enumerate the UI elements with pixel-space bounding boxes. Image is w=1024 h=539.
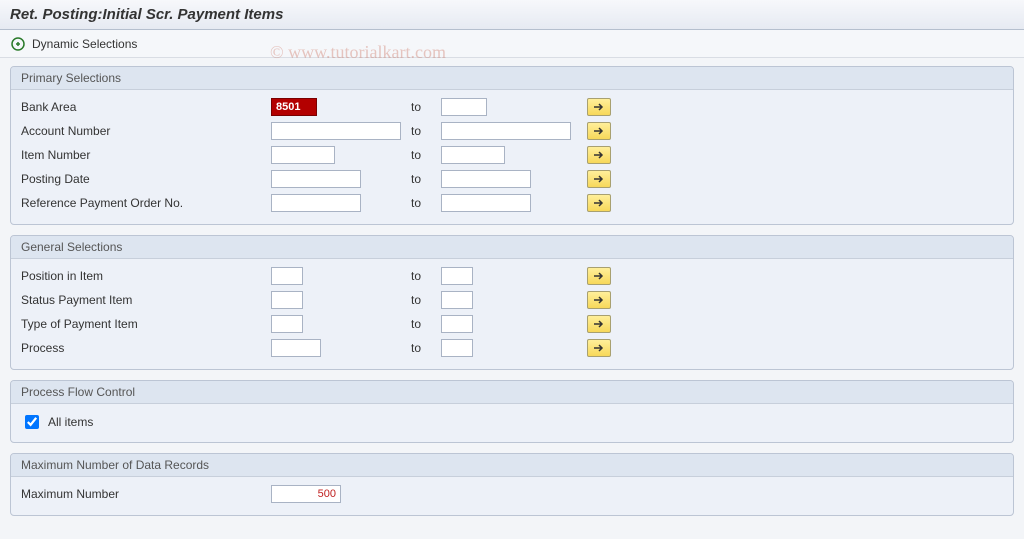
label-ref-po-no: Reference Payment Order No. xyxy=(21,196,271,210)
bank-area-from-input[interactable] xyxy=(271,98,317,116)
posting-date-to-input[interactable] xyxy=(441,170,531,188)
ref-po-no-multi-button[interactable] xyxy=(587,194,611,212)
process-from-input[interactable] xyxy=(271,339,321,357)
group-title-max: Maximum Number of Data Records xyxy=(11,454,1013,477)
label-all-items: All items xyxy=(48,415,93,429)
type-from-input[interactable] xyxy=(271,315,303,333)
to-label: to xyxy=(411,269,441,283)
account-number-from-input[interactable] xyxy=(271,122,401,140)
group-general-selections: General Selections Position in Item to S… xyxy=(10,235,1014,370)
item-number-to-input[interactable] xyxy=(441,146,505,164)
to-label: to xyxy=(411,100,441,114)
row-ref-po-no: Reference Payment Order No. to xyxy=(21,192,1003,214)
toolbar: Dynamic Selections xyxy=(0,30,1024,58)
to-label: to xyxy=(411,172,441,186)
max-number-input[interactable] xyxy=(271,485,341,503)
label-type: Type of Payment Item xyxy=(21,317,271,331)
ref-po-no-to-input[interactable] xyxy=(441,194,531,212)
label-process: Process xyxy=(21,341,271,355)
group-title-general: General Selections xyxy=(11,236,1013,259)
row-status: Status Payment Item to xyxy=(21,289,1003,311)
to-label: to xyxy=(411,317,441,331)
row-all-items: All items xyxy=(21,410,1003,434)
group-title-primary: Primary Selections xyxy=(11,67,1013,90)
position-from-input[interactable] xyxy=(271,267,303,285)
dynamic-selections-icon[interactable] xyxy=(10,36,26,52)
position-to-input[interactable] xyxy=(441,267,473,285)
status-from-input[interactable] xyxy=(271,291,303,309)
ref-po-no-from-input[interactable] xyxy=(271,194,361,212)
to-label: to xyxy=(411,148,441,162)
label-posting-date: Posting Date xyxy=(21,172,271,186)
status-multi-button[interactable] xyxy=(587,291,611,309)
label-status: Status Payment Item xyxy=(21,293,271,307)
process-to-input[interactable] xyxy=(441,339,473,357)
row-max-number: Maximum Number xyxy=(21,483,1003,505)
row-bank-area: Bank Area to xyxy=(21,96,1003,118)
type-to-input[interactable] xyxy=(441,315,473,333)
group-primary-selections: Primary Selections Bank Area to Account … xyxy=(10,66,1014,225)
row-item-number: Item Number to xyxy=(21,144,1003,166)
group-process-flow: Process Flow Control All items xyxy=(10,380,1014,443)
dynamic-selections-button[interactable]: Dynamic Selections xyxy=(32,37,137,51)
row-account-number: Account Number to xyxy=(21,120,1003,142)
to-label: to xyxy=(411,341,441,355)
to-label: to xyxy=(411,124,441,138)
to-label: to xyxy=(411,293,441,307)
item-number-from-input[interactable] xyxy=(271,146,335,164)
label-max-number: Maximum Number xyxy=(21,487,271,501)
label-item-number: Item Number xyxy=(21,148,271,162)
item-number-multi-button[interactable] xyxy=(587,146,611,164)
main-area: Primary Selections Bank Area to Account … xyxy=(0,58,1024,539)
bank-area-to-input[interactable] xyxy=(441,98,487,116)
label-position: Position in Item xyxy=(21,269,271,283)
to-label: to xyxy=(411,196,441,210)
bank-area-multi-button[interactable] xyxy=(587,98,611,116)
label-account-number: Account Number xyxy=(21,124,271,138)
posting-date-from-input[interactable] xyxy=(271,170,361,188)
label-bank-area: Bank Area xyxy=(21,100,271,114)
position-multi-button[interactable] xyxy=(587,267,611,285)
all-items-checkbox[interactable] xyxy=(25,415,39,429)
group-max-records: Maximum Number of Data Records Maximum N… xyxy=(10,453,1014,516)
page-title: Ret. Posting:Initial Scr. Payment Items xyxy=(0,0,1024,30)
row-posting-date: Posting Date to xyxy=(21,168,1003,190)
account-number-multi-button[interactable] xyxy=(587,122,611,140)
row-process: Process to xyxy=(21,337,1003,359)
account-number-to-input[interactable] xyxy=(441,122,571,140)
type-multi-button[interactable] xyxy=(587,315,611,333)
status-to-input[interactable] xyxy=(441,291,473,309)
row-type: Type of Payment Item to xyxy=(21,313,1003,335)
process-multi-button[interactable] xyxy=(587,339,611,357)
group-title-flow: Process Flow Control xyxy=(11,381,1013,404)
posting-date-multi-button[interactable] xyxy=(587,170,611,188)
row-position: Position in Item to xyxy=(21,265,1003,287)
